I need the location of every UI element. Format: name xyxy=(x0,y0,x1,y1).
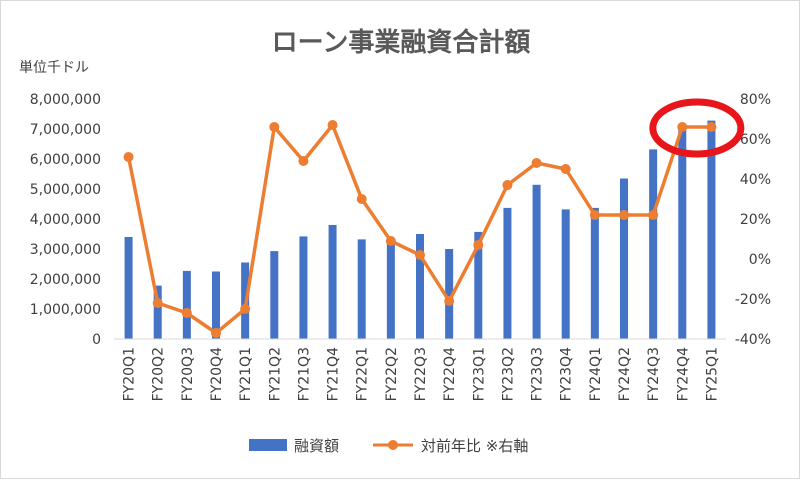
left-axis-tick-label: 5,000,000 xyxy=(30,182,101,198)
line-point xyxy=(327,120,338,130)
bar xyxy=(182,270,191,339)
x-axis-tick-label: FY23Q1 xyxy=(471,347,487,401)
bar xyxy=(503,207,512,339)
line-point xyxy=(415,250,425,260)
legend-swatch-bar xyxy=(249,439,287,451)
line-point xyxy=(677,122,688,132)
right-axis-tick-label: 40% xyxy=(740,172,771,188)
left-axis-tick-label: 4,000,000 xyxy=(30,212,101,228)
line-point xyxy=(298,156,309,166)
left-axis-tick-label: 8,000,000 xyxy=(30,92,101,108)
right-axis-tick-label: -20% xyxy=(735,292,771,308)
bar-series xyxy=(124,120,716,339)
bar xyxy=(678,127,687,339)
legend: 融資額 対前年比 ※右軸 xyxy=(249,437,528,455)
bar xyxy=(153,285,162,339)
bar xyxy=(620,178,628,339)
right-axis-tick-label: 80% xyxy=(740,92,771,108)
line-point xyxy=(123,152,134,162)
bar xyxy=(590,207,599,339)
line-point xyxy=(560,164,571,174)
x-axis-tick-label: FY22Q2 xyxy=(384,347,400,401)
left-axis-tick-label: 6,000,000 xyxy=(30,152,101,168)
right-axis-tick-label: 60% xyxy=(740,132,771,148)
bar xyxy=(212,271,220,339)
x-axis-tick-label: FY23Q4 xyxy=(559,347,575,401)
x-axis-tick-label: FY23Q2 xyxy=(500,347,516,401)
x-axis-tick-label: FY22Q4 xyxy=(442,347,458,401)
x-axis-tick-label: FY22Q1 xyxy=(355,347,371,401)
x-axis-tick-label: FY21Q3 xyxy=(296,347,312,401)
line-point xyxy=(706,122,717,132)
right-axis-tick-label: -40% xyxy=(735,332,771,348)
bar xyxy=(561,209,570,339)
right-axis-ticks: -40% -20% 0% 20% 40% 60% 80% xyxy=(735,92,771,348)
x-axis-tick-label: FY20Q2 xyxy=(151,347,167,401)
bar xyxy=(649,149,658,339)
x-axis-tick-label: FY21Q4 xyxy=(326,347,342,401)
line-point xyxy=(589,210,600,220)
line-point xyxy=(240,304,251,314)
bar xyxy=(474,231,483,339)
highlight-annotation xyxy=(649,98,745,158)
line-point xyxy=(473,240,484,250)
bar xyxy=(270,251,279,339)
left-axis-tick-label: 0 xyxy=(92,332,101,348)
legend-swatch-marker xyxy=(388,440,398,450)
line-point xyxy=(648,210,659,220)
line-point xyxy=(211,328,221,338)
y-axis-unit-label: 単位千ドル xyxy=(19,60,89,76)
x-axis-ticks: FY20Q1 FY20Q2 FY20Q3 FY20Q4 FY21Q1 FY21Q2 FY21… xyxy=(122,347,721,401)
left-axis-ticks: 0 1,000,000 2,000,000 3,000,000 4,000,000 5,0… xyxy=(30,92,101,348)
chart-title: ローン事業融資合計額 xyxy=(272,27,531,58)
legend-label-bar: 融資額 xyxy=(294,437,339,455)
x-axis-tick-label: FY21Q2 xyxy=(267,347,283,401)
bar xyxy=(357,239,366,339)
x-axis-tick-label: FY22Q3 xyxy=(413,347,429,401)
x-axis-tick-label: FY24Q4 xyxy=(675,347,691,401)
bar xyxy=(445,249,454,339)
line-series xyxy=(123,120,717,338)
left-axis-tick-label: 2,000,000 xyxy=(30,272,101,288)
x-axis-tick-label: FY23Q3 xyxy=(530,347,546,401)
line-point xyxy=(181,308,192,318)
bar xyxy=(707,120,716,339)
x-axis-tick-label: FY25Q1 xyxy=(704,347,720,401)
line-point xyxy=(444,296,455,306)
x-axis-tick-label: FY21Q1 xyxy=(238,347,254,401)
legend-label-line: 対前年比 ※右軸 xyxy=(421,437,528,455)
line-point xyxy=(269,122,280,132)
left-axis-tick-label: 7,000,000 xyxy=(30,122,101,138)
left-axis-tick-label: 1,000,000 xyxy=(30,302,101,318)
line-point xyxy=(356,194,367,204)
right-axis-tick-label: 0% xyxy=(749,252,771,268)
x-axis-tick-label: FY20Q4 xyxy=(209,347,225,401)
bar xyxy=(532,184,541,339)
line-point xyxy=(531,158,542,168)
x-axis-tick-label: FY24Q2 xyxy=(617,347,633,401)
bar xyxy=(416,234,424,339)
x-axis-tick-label: FY24Q3 xyxy=(646,347,662,401)
line-point xyxy=(152,298,163,308)
highlight-ellipse xyxy=(649,98,745,158)
left-axis-tick-label: 3,000,000 xyxy=(30,242,101,258)
x-axis-tick-label: FY20Q3 xyxy=(180,347,196,401)
x-axis-tick-label: FY24Q1 xyxy=(588,347,604,401)
line-point xyxy=(385,236,396,246)
right-axis-tick-label: 20% xyxy=(740,212,771,228)
x-axis-tick-label: FY20Q1 xyxy=(122,347,138,401)
line-point xyxy=(619,210,629,220)
bar xyxy=(386,240,395,339)
line-point xyxy=(502,180,513,190)
bar xyxy=(299,236,308,339)
bar xyxy=(328,225,337,339)
bar xyxy=(124,237,133,339)
